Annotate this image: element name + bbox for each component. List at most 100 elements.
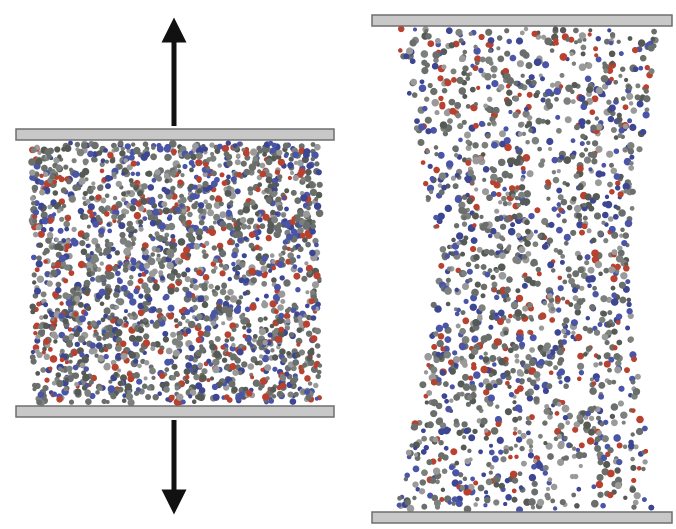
- atom: [523, 198, 530, 205]
- atom: [556, 307, 561, 312]
- atom: [622, 421, 626, 425]
- atom: [611, 232, 618, 239]
- atom: [185, 375, 190, 380]
- atom: [104, 211, 110, 217]
- atom: [596, 481, 603, 488]
- atom: [292, 303, 298, 309]
- atom: [473, 481, 478, 486]
- atom: [38, 324, 43, 329]
- atom: [66, 366, 72, 372]
- atom: [219, 250, 226, 257]
- atom: [171, 238, 176, 243]
- atom: [544, 408, 551, 415]
- atom: [510, 55, 517, 62]
- atom: [83, 311, 88, 316]
- atom: [543, 388, 549, 394]
- atom: [459, 38, 464, 43]
- atom: [192, 365, 197, 370]
- atom: [594, 445, 601, 452]
- atom: [640, 129, 646, 135]
- atom: [441, 488, 445, 492]
- atom: [234, 307, 241, 314]
- atom: [226, 140, 231, 145]
- atom: [483, 104, 488, 109]
- atom: [113, 292, 119, 298]
- atom: [259, 354, 263, 358]
- atom: [595, 261, 602, 268]
- atom: [236, 172, 242, 178]
- atom: [599, 362, 603, 366]
- atom: [304, 375, 311, 382]
- atom: [216, 305, 222, 311]
- atom: [274, 309, 279, 314]
- atom: [573, 295, 579, 301]
- atom: [229, 363, 236, 370]
- atom: [74, 389, 81, 396]
- atom: [498, 200, 502, 204]
- atom: [192, 399, 197, 404]
- atom: [127, 293, 134, 300]
- atom: [243, 236, 248, 241]
- atom: [278, 313, 284, 319]
- atom: [430, 88, 437, 95]
- atom: [202, 302, 209, 309]
- atom: [547, 453, 554, 460]
- atom: [462, 222, 467, 227]
- atom: [517, 416, 522, 421]
- atom: [543, 345, 550, 352]
- atom: [552, 157, 558, 163]
- atom: [430, 477, 437, 484]
- atom: [266, 177, 273, 184]
- atom: [286, 351, 291, 356]
- atom: [287, 162, 294, 169]
- atom: [636, 416, 644, 424]
- atom: [490, 228, 497, 235]
- atom: [43, 172, 48, 177]
- atom: [266, 263, 271, 268]
- atom: [418, 124, 425, 131]
- atom: [610, 32, 615, 37]
- atom: [470, 64, 474, 68]
- atom: [531, 80, 537, 86]
- atom: [308, 381, 312, 385]
- atom: [158, 222, 166, 230]
- atom: [607, 470, 615, 478]
- atom: [129, 335, 136, 342]
- atom: [562, 405, 570, 413]
- atom: [503, 449, 509, 455]
- atom: [235, 266, 240, 271]
- atom: [306, 163, 312, 169]
- atom: [618, 250, 625, 257]
- atom: [645, 108, 650, 113]
- atom: [441, 185, 447, 191]
- atom: [600, 295, 607, 302]
- atom: [98, 386, 103, 391]
- atom: [465, 458, 471, 464]
- atom: [506, 297, 511, 302]
- atom: [261, 281, 267, 287]
- atom: [447, 267, 452, 272]
- atom: [51, 317, 55, 321]
- atom: [280, 299, 285, 304]
- atom: [559, 380, 563, 384]
- atom: [251, 348, 255, 352]
- atom: [105, 239, 110, 244]
- atom: [533, 371, 540, 378]
- atom: [210, 155, 217, 162]
- atom: [270, 148, 276, 154]
- atom: [616, 459, 622, 465]
- atom: [143, 333, 149, 339]
- atom: [495, 269, 499, 273]
- atom: [220, 211, 227, 218]
- atom: [164, 144, 171, 151]
- atom: [455, 29, 462, 36]
- atom: [618, 209, 626, 217]
- atom: [611, 329, 617, 335]
- atom: [106, 273, 113, 280]
- atom: [317, 182, 323, 188]
- atom: [595, 378, 600, 383]
- atom: [177, 321, 182, 326]
- atom: [182, 209, 186, 213]
- atom: [453, 183, 459, 189]
- atom: [146, 171, 152, 177]
